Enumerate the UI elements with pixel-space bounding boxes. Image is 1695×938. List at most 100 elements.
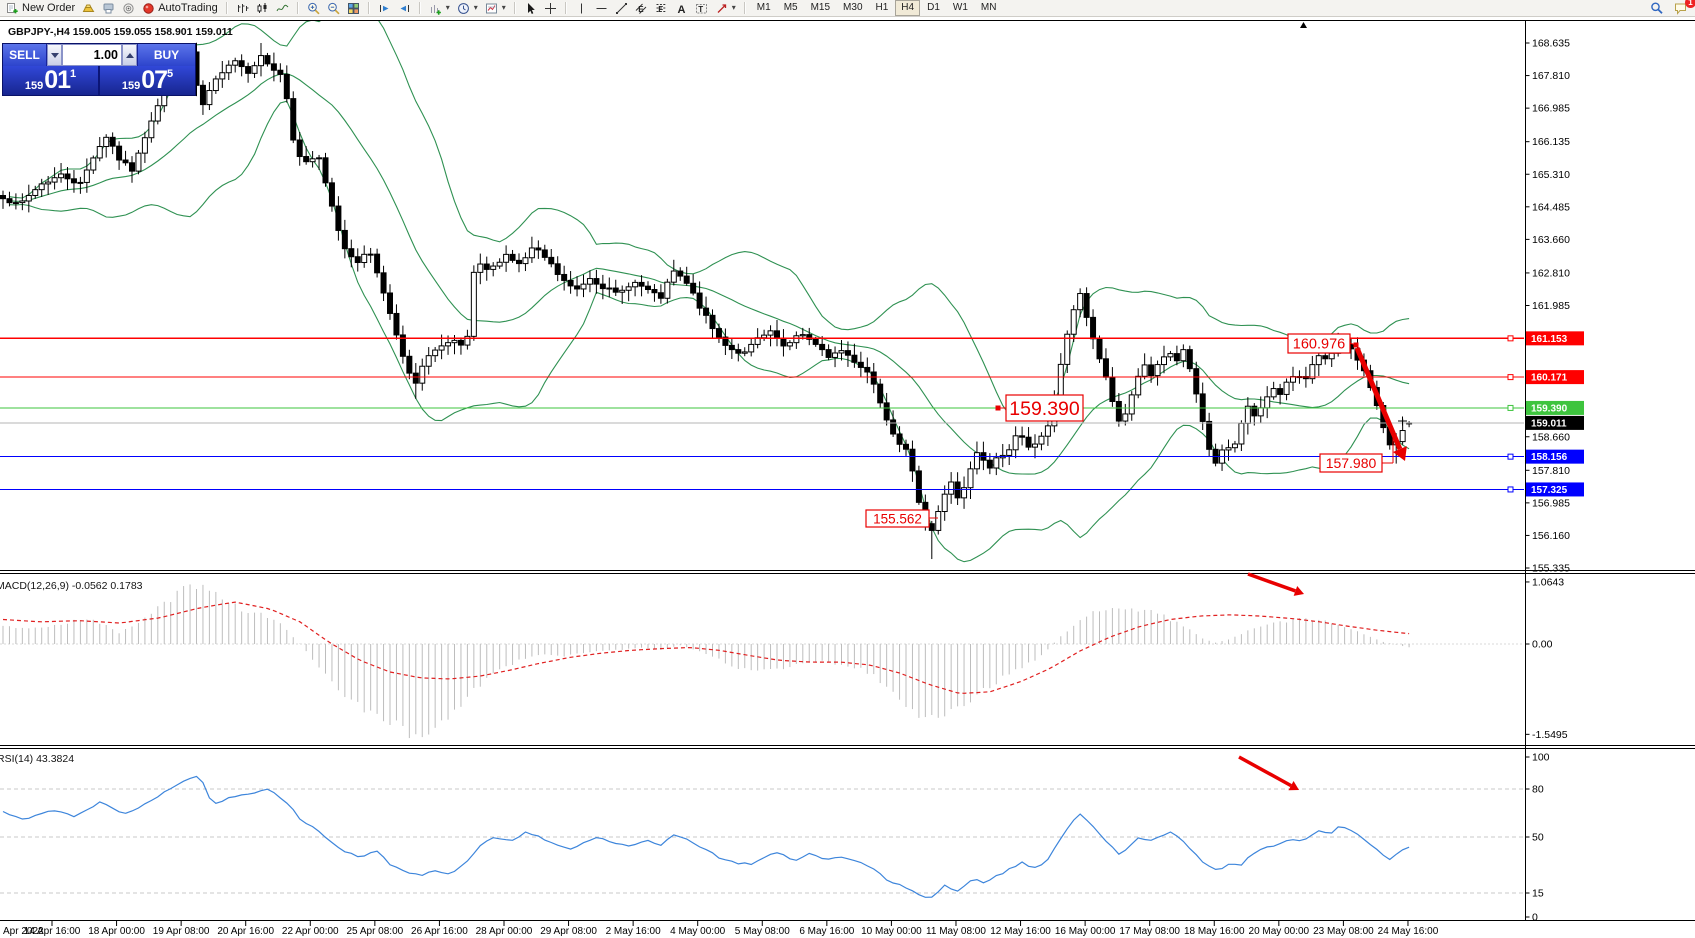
equidistant-channel-icon[interactable]: E xyxy=(632,1,651,16)
templates-icon[interactable]: ▾ xyxy=(482,1,509,16)
label-tool-icon[interactable]: T xyxy=(692,1,711,16)
volume-input[interactable] xyxy=(62,44,122,66)
zoom-out-icon[interactable] xyxy=(324,1,343,16)
bollinger-lower-band xyxy=(9,100,1410,563)
search-icon[interactable] xyxy=(1647,1,1666,16)
hline-161.153[interactable] xyxy=(0,335,1524,342)
timeframe-d1-button[interactable]: D1 xyxy=(927,2,940,13)
tile-windows-icon[interactable] xyxy=(344,1,363,16)
trend-arrow-rsi[interactable] xyxy=(1238,755,1299,791)
timeframe-mn-button[interactable]: MN xyxy=(980,2,997,13)
red-dot-glyph xyxy=(143,2,154,14)
svg-text:161.153: 161.153 xyxy=(1531,334,1568,345)
svg-text:159.390: 159.390 xyxy=(1009,398,1080,420)
svg-text:157.980: 157.980 xyxy=(1326,455,1377,471)
time-axis-label: Apr 2022 xyxy=(3,926,44,937)
price-label-157.980[interactable]: 157.980 xyxy=(1319,453,1383,473)
timeframe-m15-button[interactable]: M15 xyxy=(810,2,831,13)
chart-shift-icon[interactable] xyxy=(395,1,414,16)
shift-end-marker[interactable] xyxy=(1300,22,1307,28)
timeframe-m5-button[interactable]: M5 xyxy=(783,2,798,13)
trend-arrow-main[interactable] xyxy=(1354,347,1407,461)
time-axis-label: 28 Apr 00:00 xyxy=(476,926,533,937)
indicators-icon[interactable]: ▾ xyxy=(426,1,453,16)
macd-axis-tick: -1.5495 xyxy=(1532,729,1568,741)
time-axis-label: 25 Apr 08:00 xyxy=(346,926,403,937)
svg-text:160.171: 160.171 xyxy=(1531,373,1568,384)
bar-chart-icon[interactable] xyxy=(233,1,252,16)
svg-text:159.011: 159.011 xyxy=(1531,418,1567,429)
timeframe-m1-button[interactable]: M1 xyxy=(756,2,771,13)
hline-159.390[interactable] xyxy=(0,404,1524,411)
arrows-tool-icon[interactable]: ▾ xyxy=(712,1,739,16)
ask-price[interactable]: 159 07 5 xyxy=(100,66,195,95)
zoom-in-icon[interactable] xyxy=(304,1,323,16)
main-chart-pane[interactable] xyxy=(0,0,1413,563)
time-axis-label: 18 May 16:00 xyxy=(1184,926,1245,937)
timeframe-w1-button[interactable]: W1 xyxy=(952,2,968,13)
cross-marker xyxy=(1398,416,1407,426)
trend-arrow-macd[interactable] xyxy=(1247,572,1304,596)
price-axis-tick: 158.660 xyxy=(1532,431,1570,443)
vertical-line-icon[interactable] xyxy=(572,1,591,16)
bollinger-middle-band xyxy=(9,73,1410,475)
zoom-in-glyph xyxy=(307,2,320,14)
rsi-axis-tick: 15 xyxy=(1532,888,1544,900)
crosshair-icon[interactable] xyxy=(541,1,560,16)
price-axis-tick: 163.660 xyxy=(1532,234,1570,246)
price-axis-tick: 167.810 xyxy=(1532,70,1570,82)
sell-button[interactable]: SELL xyxy=(3,44,47,66)
hline-157.325[interactable] xyxy=(0,486,1524,493)
fibonacci-icon[interactable]: F xyxy=(652,1,671,16)
price-badge-159.390: 159.390 xyxy=(1526,400,1584,415)
trendline-icon[interactable] xyxy=(612,1,631,16)
timeframe-h1-button[interactable]: H1 xyxy=(875,2,889,13)
trade-panel-row: SELL BUY xyxy=(3,44,195,66)
volume-decrease-button[interactable] xyxy=(47,44,62,66)
toolbar-separator xyxy=(564,2,567,14)
price-axis-tick: 164.485 xyxy=(1532,201,1570,213)
text-tool-icon[interactable]: A xyxy=(672,1,691,16)
price-badge-158.156: 158.156 xyxy=(1526,449,1584,464)
timeframe-h4-button[interactable]: H4 xyxy=(895,0,921,16)
bid-price-prefix: 159 xyxy=(24,80,44,92)
hline-158.156[interactable] xyxy=(0,453,1524,460)
new-order-button[interactable]: New Order xyxy=(3,1,78,16)
macd-axis-tick: 1.0643 xyxy=(1532,576,1564,588)
cursor-icon[interactable] xyxy=(521,1,540,16)
print-glyph xyxy=(103,3,114,13)
autotrading-button[interactable]: AutoTrading xyxy=(139,1,221,16)
auto-scroll-icon[interactable] xyxy=(375,1,394,16)
candlestick-chart-icon[interactable] xyxy=(253,1,272,16)
time-axis-label: 12 May 16:00 xyxy=(990,926,1051,937)
rsi-axis-tick: 100 xyxy=(1532,752,1550,764)
time-axis-label: 20 May 00:00 xyxy=(1249,926,1310,937)
svg-text:F: F xyxy=(658,5,663,14)
line-chart-icon[interactable] xyxy=(273,1,292,16)
price-label-160.976[interactable]: 160.976 xyxy=(1287,333,1351,354)
chat-icon[interactable]: 1 xyxy=(1671,0,1695,16)
rsi-pane[interactable] xyxy=(0,775,1524,898)
signals-icon[interactable] xyxy=(119,1,138,16)
metaeditor-icon[interactable] xyxy=(99,1,118,16)
bid-price[interactable]: 159 01 1 xyxy=(3,66,98,95)
periods-icon[interactable]: ▾ xyxy=(454,1,481,16)
hline-160.171[interactable] xyxy=(0,374,1524,381)
buy-button[interactable]: BUY xyxy=(137,44,195,66)
macd-signal-line xyxy=(2,601,1410,694)
gold-icon[interactable] xyxy=(79,1,98,16)
timeframe-m30-button[interactable]: M30 xyxy=(843,2,863,13)
toolbar-separator xyxy=(743,2,746,14)
price-label-155.562[interactable]: 155.562 xyxy=(865,509,930,528)
price-label-159.390[interactable]: 159.390 xyxy=(1005,394,1084,422)
price-axis-tick: 156.985 xyxy=(1532,497,1570,509)
volume-increase-button[interactable] xyxy=(122,44,137,66)
rsi-axis-tick: 80 xyxy=(1532,784,1544,796)
macd-pane[interactable] xyxy=(0,584,1524,739)
bid-price-big: 01 xyxy=(44,66,71,94)
svg-text:A: A xyxy=(677,4,685,15)
ask-price-sup: 5 xyxy=(167,68,174,80)
svg-text:155.562: 155.562 xyxy=(873,511,922,526)
horizontal-line-icon[interactable] xyxy=(592,1,611,16)
